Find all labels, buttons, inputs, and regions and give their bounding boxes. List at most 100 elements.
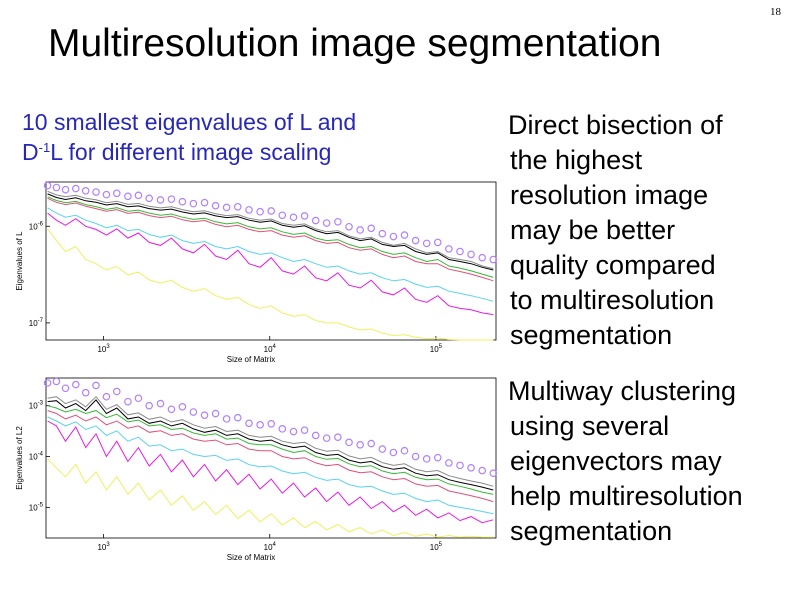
data-point	[124, 397, 132, 406]
caption-rest: L for different image scaling	[50, 139, 332, 165]
data-point	[356, 441, 364, 449]
data-point	[167, 405, 176, 414]
eigenvalues-l2-chart: 103 104 105 10-3 10-4 10-5 Size of Matrix Eigen…	[15, 377, 498, 562]
series-line	[47, 212, 494, 316]
y-tick-label: 10-7	[29, 318, 44, 328]
bullet-line: using several	[510, 411, 670, 441]
data-point	[256, 207, 264, 216]
x-tick-label: 104	[264, 344, 277, 354]
data-point	[467, 464, 475, 472]
bullet-line: may be better	[510, 215, 676, 245]
data-point	[400, 231, 409, 239]
caption-superscript: -1	[38, 140, 51, 155]
data-point	[61, 185, 70, 194]
data-point	[389, 232, 398, 241]
data-point	[356, 226, 364, 234]
data-point	[52, 377, 61, 386]
data-point	[256, 421, 264, 429]
data-point	[178, 197, 187, 206]
bullet-line: segmentation	[510, 320, 673, 350]
data-point	[233, 202, 242, 211]
data-point	[134, 191, 143, 200]
bullet-line: segmentation	[510, 516, 673, 546]
data-point	[334, 217, 342, 226]
bullet-line: Multiway clustering	[508, 376, 737, 406]
data-point	[445, 459, 453, 467]
data-point	[278, 425, 287, 433]
data-point	[322, 219, 331, 227]
data-point	[102, 190, 111, 199]
data-point	[367, 439, 376, 448]
series-line	[47, 405, 494, 495]
bullet-line: resolution image	[510, 180, 709, 210]
bullet-line: Direct bisection of	[508, 110, 723, 140]
x-tick-label: 105	[430, 344, 443, 354]
data-point	[145, 401, 153, 410]
series-line	[47, 458, 494, 538]
data-point	[156, 399, 165, 408]
data-point	[245, 419, 253, 428]
bullet-direct-bisection: Direct bisection of the highest resoluti…	[500, 108, 790, 353]
data-point	[43, 181, 52, 190]
series-line	[47, 228, 494, 341]
chart-caption: 10 smallest eigenvalues of L and D-1L fo…	[22, 110, 356, 165]
data-point	[200, 198, 209, 207]
series-line	[47, 193, 494, 271]
data-point	[422, 455, 431, 463]
data-point	[289, 213, 298, 222]
data-point	[233, 413, 242, 422]
bullet-multiway-clustering: Multiway clustering using several eigenv…	[500, 374, 790, 549]
data-point	[322, 434, 331, 442]
data-point	[478, 466, 487, 475]
data-point	[345, 438, 353, 447]
y-tick-label: 10-5	[29, 502, 44, 512]
data-point	[467, 250, 475, 259]
data-point	[334, 433, 342, 441]
data-point	[52, 183, 61, 192]
series-line	[47, 416, 494, 515]
data-point	[489, 255, 498, 264]
data-point	[189, 199, 198, 208]
data-point	[112, 189, 121, 198]
x-axis-label: Size of Matrix	[227, 553, 275, 562]
data-point	[189, 408, 198, 416]
y-tick-label: 10-4	[29, 452, 44, 462]
data-point	[389, 448, 398, 457]
slide-title: Multiresolution image segmentation	[48, 22, 662, 65]
data-point	[345, 222, 353, 231]
data-point	[222, 415, 231, 423]
data-point	[378, 229, 387, 238]
data-point	[211, 201, 220, 210]
series-line	[47, 207, 494, 302]
series-line	[47, 420, 494, 524]
y-axis-label: Eigenvalues of L2	[15, 426, 24, 490]
data-point	[211, 409, 220, 418]
data-point	[456, 461, 464, 470]
bullet-line: the highest	[510, 145, 643, 175]
data-point	[400, 446, 409, 455]
data-point	[456, 247, 464, 256]
data-point	[92, 381, 100, 390]
chart-caption-line-2: D-1L for different image scaling	[22, 135, 356, 165]
data-point	[311, 431, 320, 440]
data-point	[267, 207, 275, 215]
data-point	[92, 188, 100, 196]
bullet-line: help multiresolution	[510, 481, 743, 511]
data-point	[422, 239, 431, 248]
data-point	[200, 411, 209, 419]
data-point	[43, 379, 52, 387]
caption-d: D	[22, 139, 39, 165]
data-point	[367, 224, 376, 233]
data-point	[61, 384, 70, 393]
data-point	[378, 445, 387, 453]
data-point	[245, 206, 253, 214]
data-point	[222, 203, 231, 212]
data-point	[81, 187, 90, 195]
data-point	[300, 426, 309, 434]
bullet-line: eigenvectors may	[510, 446, 722, 476]
plot-frame	[45, 377, 497, 539]
x-tick-label: 105	[430, 542, 443, 552]
data-point	[311, 216, 320, 225]
series-line	[47, 197, 494, 282]
data-point	[267, 420, 275, 428]
